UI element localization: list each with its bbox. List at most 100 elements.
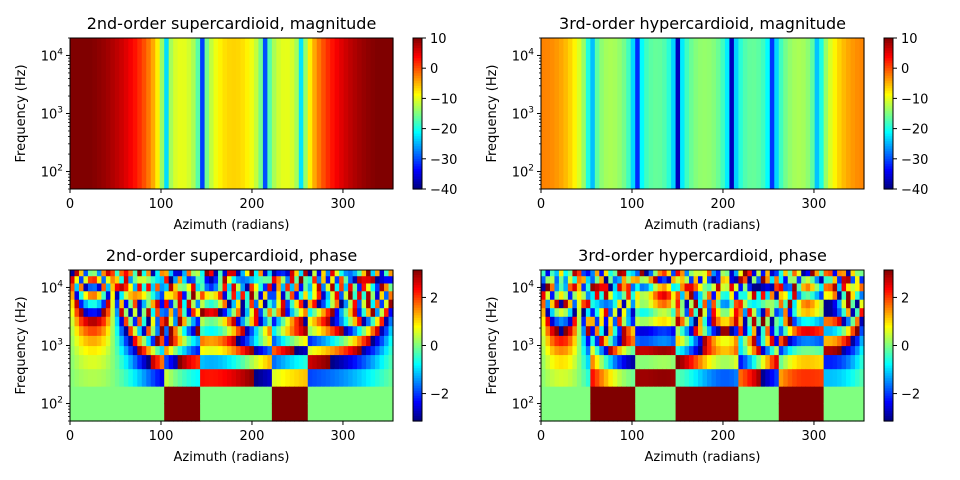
heatmap-cell — [814, 275, 820, 284]
heatmap-cell — [558, 299, 565, 309]
heatmap-cell — [159, 403, 165, 422]
heatmap-cell — [756, 345, 762, 356]
heatmap-cell — [249, 316, 255, 327]
heatmap-cell — [765, 345, 771, 356]
heatmap-cell — [572, 299, 578, 309]
heatmap-cell — [567, 368, 574, 387]
heatmap-cell — [114, 299, 120, 309]
heatmap-cell — [648, 307, 654, 317]
heatmap-cell — [801, 270, 807, 277]
heatmap-cell — [648, 386, 654, 405]
heatmap-cell — [698, 345, 704, 356]
heatmap-cell — [639, 325, 645, 336]
heatmap-cell — [558, 403, 565, 422]
heatmap-cell — [545, 307, 551, 317]
colorbar-segment — [884, 73, 893, 77]
heatmap-cell — [298, 386, 304, 405]
heatmap-cell — [244, 386, 251, 405]
heatmap-cell — [702, 345, 708, 356]
heatmap-cell — [765, 368, 771, 387]
heatmap-cell — [204, 335, 210, 347]
heatmap-cell — [177, 290, 183, 300]
heatmap-cell — [541, 354, 547, 370]
heatmap-cell — [603, 354, 609, 370]
heatmap-cell — [330, 368, 336, 387]
heatmap-cell — [594, 282, 600, 292]
heatmap-cell — [213, 275, 219, 284]
colorbar-segment — [884, 365, 893, 369]
heatmap-cell — [617, 275, 623, 284]
heatmap-cell — [177, 345, 183, 356]
heatmap-cell — [585, 270, 591, 277]
heatmap-cell — [312, 270, 318, 277]
heatmap-cell — [276, 299, 282, 309]
heatmap-cell — [644, 325, 650, 336]
colorbar-segment — [413, 398, 422, 402]
heatmap-cell — [285, 290, 291, 300]
heatmap-cell — [289, 275, 295, 284]
heatmap-cell — [639, 386, 645, 405]
heatmap-cell — [554, 307, 560, 317]
heatmap-cell — [87, 345, 94, 356]
heatmap-cell — [128, 316, 134, 327]
heatmap-cell — [186, 403, 192, 422]
heatmap-cell — [545, 325, 551, 336]
heatmap-cell — [321, 368, 327, 387]
heatmap-cell — [240, 368, 246, 387]
heatmap-cell — [769, 307, 775, 317]
heatmap-cell — [128, 299, 134, 309]
heatmap-cell — [630, 307, 636, 317]
heatmap-cell — [343, 307, 349, 317]
heatmap-cell — [742, 386, 748, 405]
colorbar-segment — [413, 131, 422, 135]
y-tick-label: 104 — [41, 47, 64, 64]
heatmap-cell — [859, 307, 865, 317]
heatmap-cell — [298, 368, 304, 387]
colorbar-segment — [884, 335, 893, 339]
heatmap-cell — [312, 354, 318, 370]
heatmap-cell — [307, 38, 313, 189]
heatmap-cell — [78, 403, 85, 422]
heatmap-cell — [334, 316, 340, 327]
heatmap-cell — [626, 299, 632, 309]
heatmap-cell — [698, 403, 704, 422]
heatmap-cell — [132, 270, 138, 277]
y-tick-label: 104 — [512, 47, 535, 64]
heatmap-cell — [612, 386, 618, 405]
heatmap-cell — [285, 299, 291, 309]
heatmap-cell — [567, 307, 574, 317]
heatmap-cell — [276, 270, 282, 277]
heatmap-cell — [83, 307, 89, 317]
heatmap-cell — [778, 282, 784, 292]
colorbar-segment — [413, 143, 422, 147]
heatmap-cell — [621, 316, 627, 327]
heatmap-cell — [657, 275, 663, 284]
y-tick-label: 104 — [41, 279, 64, 296]
heatmap-cell — [231, 282, 237, 292]
heatmap-cell — [312, 307, 318, 317]
colorbar-segment — [413, 388, 422, 392]
heatmap-cell — [276, 403, 282, 422]
heatmap-cell — [173, 325, 179, 336]
heatmap-cell — [316, 386, 322, 405]
heatmap-cell — [819, 403, 825, 422]
heatmap-cell — [258, 282, 264, 292]
heatmap-cell — [119, 316, 125, 327]
colorbar-segment — [884, 138, 893, 142]
heatmap-cell — [832, 345, 838, 356]
heatmap-cell — [792, 345, 798, 356]
heatmap-cell — [352, 299, 358, 309]
heatmap-cell — [715, 307, 722, 317]
heatmap-cell — [316, 368, 322, 387]
heatmap-cell — [612, 403, 618, 422]
heatmap-cell — [572, 38, 578, 189]
heatmap-cell — [258, 307, 264, 317]
heatmap-cell — [240, 354, 246, 370]
heatmap-cell — [271, 299, 277, 309]
heatmap-cell — [70, 307, 76, 317]
heatmap-cell — [787, 290, 793, 300]
heatmap-cell — [765, 354, 771, 370]
heatmap-cell — [119, 38, 125, 189]
heatmap-cell — [200, 354, 206, 370]
heatmap-cell — [621, 325, 627, 336]
